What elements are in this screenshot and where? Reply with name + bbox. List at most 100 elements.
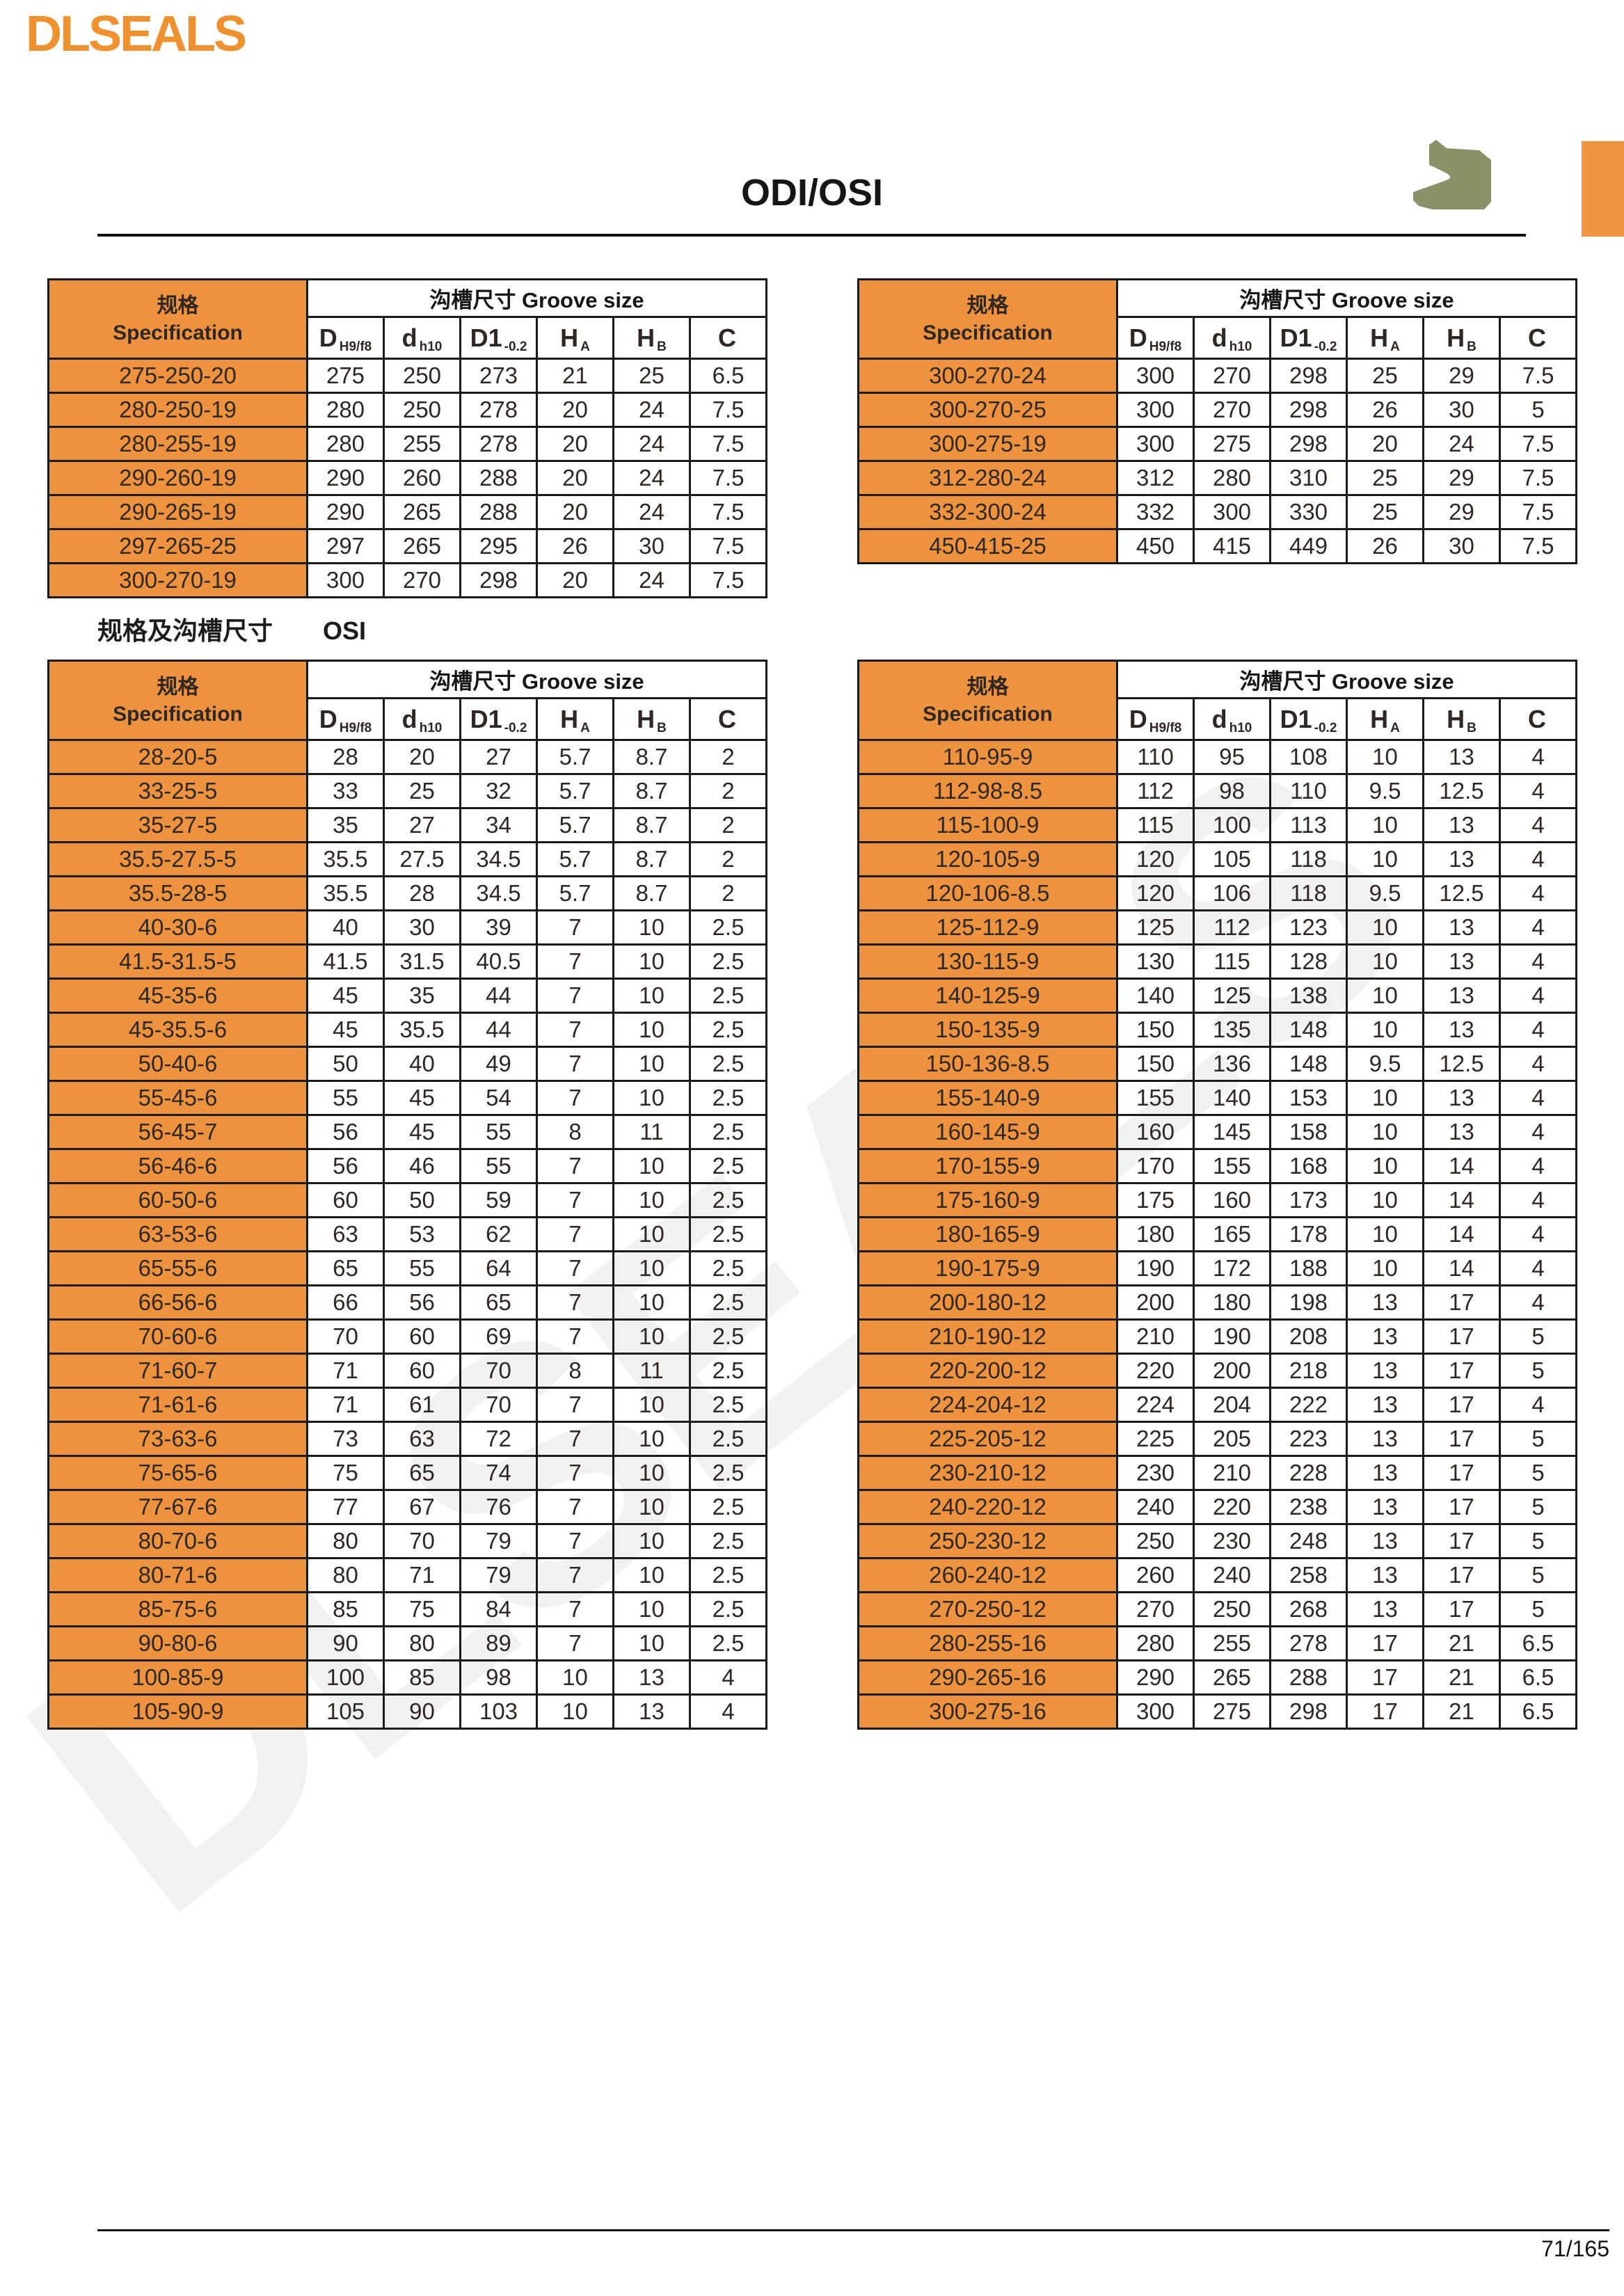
table-row: 112-98-8.5 112 98 110 9.5 12.5 4 bbox=[857, 773, 1578, 809]
value-cell: 10 bbox=[1346, 1114, 1424, 1150]
table-row: 33-25-5 33 25 32 5.7 8.7 2 bbox=[47, 773, 768, 809]
value-cell: 33 bbox=[306, 773, 385, 809]
table-row: 190-175-9 190 172 188 10 14 4 bbox=[857, 1250, 1578, 1286]
value-cell: 2.5 bbox=[688, 1250, 768, 1286]
value-cell: 44 bbox=[459, 978, 538, 1014]
value-cell: 35 bbox=[306, 807, 385, 843]
spec-cell: 300-270-19 bbox=[47, 562, 308, 598]
value-cell: 65 bbox=[459, 1284, 538, 1321]
col-header-main: D1 bbox=[470, 323, 502, 352]
osi-section-label-zh: 规格及沟槽尺寸 bbox=[97, 616, 273, 645]
value-cell: 130 bbox=[1116, 943, 1195, 980]
osi-section-label: 规格及沟槽尺寸 OSI bbox=[97, 611, 366, 647]
value-cell: 10 bbox=[612, 1182, 691, 1218]
col-header-main: D1 bbox=[1280, 323, 1312, 352]
value-cell: 123 bbox=[1269, 909, 1348, 946]
spec-header-en: Specification bbox=[113, 321, 243, 344]
value-cell: 10 bbox=[1346, 1182, 1424, 1218]
value-cell: 9.5 bbox=[1346, 1046, 1424, 1082]
value-cell: 21 bbox=[536, 358, 614, 394]
value-cell: 8 bbox=[536, 1353, 614, 1389]
value-cell: 5.7 bbox=[536, 841, 614, 877]
spec-cell: 312-280-24 bbox=[857, 460, 1118, 496]
value-cell: 190 bbox=[1193, 1318, 1271, 1355]
value-cell: 13 bbox=[1346, 1591, 1424, 1627]
value-cell: 5.7 bbox=[536, 875, 614, 911]
value-cell: 2.5 bbox=[688, 1114, 768, 1150]
value-cell: 113 bbox=[1269, 807, 1348, 843]
value-cell: 50 bbox=[306, 1046, 385, 1082]
value-cell: 5 bbox=[1498, 1591, 1578, 1627]
table-row: 300-275-16 300 275 298 17 21 6.5 bbox=[857, 1693, 1578, 1730]
value-cell: 210 bbox=[1193, 1455, 1271, 1491]
value-cell: 13 bbox=[1422, 1114, 1501, 1150]
value-cell: 300 bbox=[1116, 426, 1195, 462]
col-header-sub: B bbox=[657, 720, 667, 735]
value-cell: 9.5 bbox=[1346, 773, 1424, 809]
value-cell: 10 bbox=[1346, 807, 1424, 843]
value-cell: 7.5 bbox=[688, 562, 768, 598]
spec-cell: 290-265-19 bbox=[47, 494, 308, 530]
spec-cell: 180-165-9 bbox=[857, 1216, 1118, 1252]
table-row: 155-140-9 155 140 153 10 13 4 bbox=[857, 1080, 1578, 1116]
groove-size-header: 沟槽尺寸 Groove size bbox=[305, 660, 768, 699]
value-cell: 2.5 bbox=[688, 909, 768, 946]
table-row: 290-260-19 290 260 288 20 24 7.5 bbox=[47, 460, 768, 496]
table-row: 90-80-6 90 80 89 7 10 2.5 bbox=[47, 1625, 768, 1661]
col-header-C: C bbox=[688, 697, 768, 741]
value-cell: 56 bbox=[383, 1284, 461, 1321]
spec-header-en: Specification bbox=[923, 321, 1053, 344]
value-cell: 70 bbox=[306, 1318, 385, 1355]
value-cell: 105 bbox=[1193, 841, 1271, 877]
spec-cell: 70-60-6 bbox=[47, 1318, 308, 1355]
spec-cell: 450-415-25 bbox=[857, 528, 1118, 564]
value-cell: 55 bbox=[459, 1114, 538, 1150]
value-cell: 20 bbox=[536, 426, 614, 462]
table-row: 50-40-6 50 40 49 7 10 2.5 bbox=[47, 1046, 768, 1082]
value-cell: 2.5 bbox=[688, 1148, 768, 1184]
table-row: 220-200-12 220 200 218 13 17 5 bbox=[857, 1353, 1578, 1389]
spec-cell: 90-80-6 bbox=[47, 1625, 308, 1661]
spec-cell: 71-60-7 bbox=[47, 1353, 308, 1389]
value-cell: 10 bbox=[612, 1012, 691, 1048]
spec-cell: 33-25-5 bbox=[47, 773, 308, 809]
value-cell: 12.5 bbox=[1422, 773, 1501, 809]
value-cell: 35.5 bbox=[383, 1012, 461, 1048]
value-cell: 49 bbox=[459, 1046, 538, 1082]
value-cell: 6.5 bbox=[1498, 1659, 1578, 1696]
value-cell: 12.5 bbox=[1422, 1046, 1501, 1082]
col-header-D: D H9/f8 bbox=[306, 697, 385, 741]
value-cell: 7.5 bbox=[1498, 358, 1578, 394]
value-cell: 7 bbox=[536, 1489, 614, 1525]
table-row: 290-265-16 290 265 288 17 21 6.5 bbox=[857, 1659, 1578, 1696]
value-cell: 21 bbox=[1422, 1625, 1501, 1661]
value-cell: 10 bbox=[536, 1693, 614, 1730]
value-cell: 7 bbox=[536, 1080, 614, 1116]
spec-cell: 80-71-6 bbox=[47, 1557, 308, 1593]
spec-cell: 290-260-19 bbox=[47, 460, 308, 496]
table-odi-left: 规格 Specification 沟槽尺寸 Groove size D H9/f8… bbox=[47, 278, 768, 598]
spec-cell: 73-63-6 bbox=[47, 1421, 308, 1457]
value-cell: 275 bbox=[1193, 426, 1271, 462]
value-cell: 10 bbox=[612, 1284, 691, 1321]
col-header-C: C bbox=[688, 316, 768, 360]
value-cell: 4 bbox=[1498, 1148, 1578, 1184]
table-row: 160-145-9 160 145 158 10 13 4 bbox=[857, 1114, 1578, 1150]
spec-cell: 250-230-12 bbox=[857, 1523, 1118, 1559]
value-cell: 24 bbox=[612, 460, 691, 496]
value-cell: 2.5 bbox=[688, 1182, 768, 1218]
value-cell: 44 bbox=[459, 1012, 538, 1048]
value-cell: 4 bbox=[1498, 739, 1578, 775]
value-cell: 24 bbox=[612, 562, 691, 598]
value-cell: 148 bbox=[1269, 1012, 1348, 1048]
value-cell: 450 bbox=[1116, 528, 1195, 564]
col-header-sub: h10 bbox=[1229, 720, 1252, 735]
spec-header-zh: 规格 bbox=[966, 675, 1009, 699]
value-cell: 20 bbox=[536, 460, 614, 496]
table-osi-right: 规格 Specification 沟槽尺寸 Groove size D H9/f8… bbox=[857, 660, 1578, 1730]
table-row: 45-35.5-6 45 35.5 44 7 10 2.5 bbox=[47, 1012, 768, 1048]
spec-cell: 63-53-6 bbox=[47, 1216, 308, 1252]
